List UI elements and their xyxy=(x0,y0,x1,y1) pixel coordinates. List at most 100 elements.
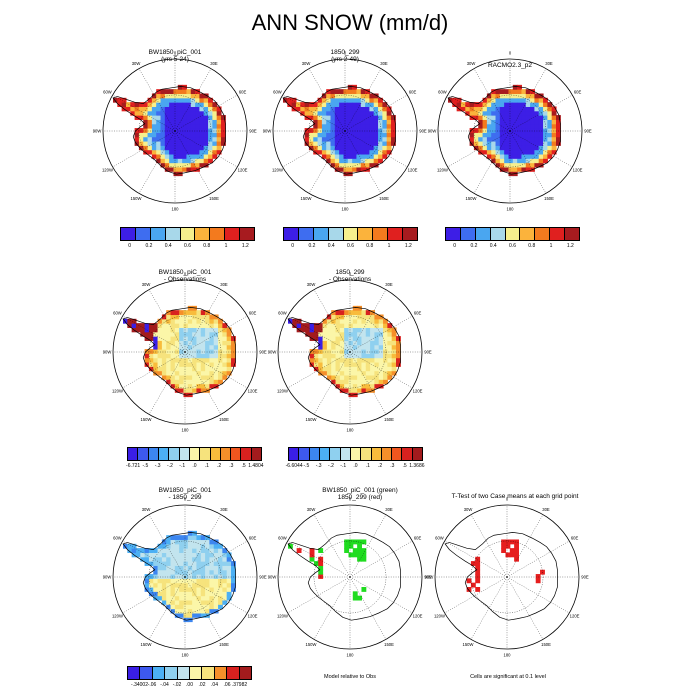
map-cell xyxy=(182,149,187,155)
map-cell xyxy=(169,145,175,151)
colorbar-tick-label: 0 xyxy=(453,243,457,249)
colorbar-3: 0 0.2 0.4 0.6 0.8 1 1.2 xyxy=(445,227,580,249)
map-cell xyxy=(343,136,349,142)
map-cell xyxy=(504,128,510,133)
map-cell xyxy=(347,141,353,146)
map-cell xyxy=(144,362,150,367)
colorbar-tick-label: -.34002 xyxy=(131,682,148,688)
map-cell xyxy=(495,132,501,138)
map-cell xyxy=(151,106,157,112)
map-cell xyxy=(218,362,223,367)
map-cell xyxy=(190,93,196,99)
map-cell xyxy=(183,366,189,372)
map-cell xyxy=(373,145,379,151)
map-cell xyxy=(143,141,149,146)
map-cell xyxy=(321,110,327,116)
map-cell xyxy=(475,569,481,575)
map-cell xyxy=(383,336,388,341)
longitude-label: 60W xyxy=(273,90,282,95)
map-cell xyxy=(334,141,340,146)
map-cell xyxy=(339,327,345,333)
map-cells xyxy=(288,539,367,601)
map-cell xyxy=(469,132,475,138)
map-cell xyxy=(212,128,218,133)
map-cell xyxy=(186,132,192,138)
map-cell xyxy=(213,561,219,566)
longitude-label: 60W xyxy=(113,536,122,541)
map-cell xyxy=(153,349,159,354)
map-cell xyxy=(196,387,202,393)
map-cell xyxy=(209,565,215,571)
map-cell xyxy=(161,578,167,584)
map-cell xyxy=(525,89,531,95)
map-cell xyxy=(556,119,561,125)
map-cell xyxy=(187,353,193,359)
longitude-label: 90W xyxy=(428,129,437,134)
map-cell xyxy=(309,353,315,359)
map-cell xyxy=(203,149,209,155)
map-cell xyxy=(190,123,196,129)
map-cell xyxy=(326,323,332,328)
map-cell xyxy=(556,141,561,146)
map-cell xyxy=(360,128,366,133)
map-cell xyxy=(382,119,388,125)
map-cell xyxy=(161,314,167,320)
map-cell xyxy=(231,362,236,367)
map-cell xyxy=(222,599,228,605)
map-cell xyxy=(169,110,175,116)
map-cell xyxy=(339,370,345,376)
map-cell xyxy=(348,357,354,363)
colorbar-swatch xyxy=(220,448,232,460)
map-cell xyxy=(356,115,362,120)
map-cell xyxy=(148,552,154,558)
map-cell xyxy=(213,323,219,328)
map-cell xyxy=(326,93,332,99)
caption-model-relative-to-obs: Model relative to Obs xyxy=(324,674,376,680)
map-cell xyxy=(331,314,337,320)
map-cell xyxy=(135,327,141,333)
map-cell xyxy=(335,323,341,328)
colorbar-swatch xyxy=(179,448,190,460)
map-cell xyxy=(153,344,159,350)
map-cell xyxy=(352,374,358,380)
map-cell xyxy=(499,97,505,103)
map-cell xyxy=(512,136,518,142)
map-cell xyxy=(166,535,172,541)
map-cell xyxy=(538,119,544,125)
map-cell xyxy=(209,591,215,597)
map-cell xyxy=(183,565,189,571)
map-cell xyxy=(335,340,341,346)
map-cell xyxy=(153,336,159,341)
map-cell xyxy=(134,110,140,116)
map-cell xyxy=(144,357,150,363)
map-cell xyxy=(378,374,384,380)
map-cell xyxy=(360,141,366,146)
map-cell xyxy=(177,149,183,155)
map-cell xyxy=(177,123,183,129)
map-cell xyxy=(525,141,531,146)
map-cell xyxy=(200,543,206,549)
map-cell xyxy=(391,132,396,138)
map-cell xyxy=(347,115,353,120)
map-cell xyxy=(365,110,370,116)
map-cell xyxy=(378,145,383,151)
caption-significance: Cells are significant at 0.1 level xyxy=(470,674,546,680)
map-cell xyxy=(151,102,157,107)
map-cell xyxy=(378,336,384,341)
map-cell xyxy=(335,366,341,372)
map-cell xyxy=(166,561,172,566)
meridian-line xyxy=(174,130,238,168)
map-cell xyxy=(295,106,301,112)
map-cell xyxy=(521,136,527,142)
map-cell xyxy=(157,323,163,328)
longitude-label: 90W xyxy=(425,575,434,580)
map-cell xyxy=(547,145,553,151)
map-cell xyxy=(170,310,176,316)
map-cell xyxy=(157,595,163,601)
map-cell xyxy=(322,344,328,350)
map-cell xyxy=(305,331,311,337)
map-cell xyxy=(192,552,197,558)
map-cell xyxy=(331,336,337,341)
map-cell xyxy=(383,353,388,359)
map-cell xyxy=(378,353,384,359)
